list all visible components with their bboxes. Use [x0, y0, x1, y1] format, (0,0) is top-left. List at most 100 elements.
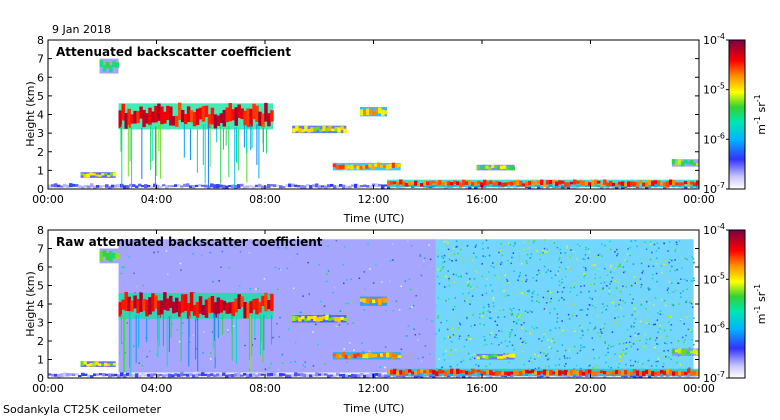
noise-speck [641, 272, 643, 274]
noise-speck [333, 286, 336, 289]
noise-speck [572, 249, 574, 252]
feature-cell [166, 298, 170, 311]
noise-speck [601, 288, 604, 291]
feature-cell [136, 111, 140, 124]
noise-speck [509, 308, 512, 310]
feature-cell [365, 108, 370, 116]
x-tick-label: 20:00 [575, 382, 607, 395]
feature-cell [325, 314, 329, 321]
feature-cell [381, 374, 385, 378]
feature-cell [618, 370, 622, 375]
feature-descending-layer [387, 179, 699, 188]
feature-cloud-23h [671, 348, 699, 356]
noise-speck [350, 278, 352, 281]
noise-speck [671, 282, 673, 284]
noise-speck [679, 363, 681, 366]
noise-speck [532, 292, 534, 295]
noise-speck [522, 351, 524, 353]
feature-cell [630, 371, 634, 375]
noise-speck [602, 327, 605, 329]
noise-speck [668, 261, 670, 264]
noise-speck [454, 305, 456, 308]
noise-speck [517, 319, 520, 321]
feature-cell [237, 372, 241, 377]
feature-cell [63, 372, 67, 377]
feature-cell [121, 299, 125, 310]
noise-speck [589, 322, 591, 324]
feature-cell [270, 372, 274, 377]
noise-speck [655, 250, 658, 252]
feature-cell [366, 374, 370, 378]
noise-speck [617, 366, 620, 369]
noise-speck [474, 246, 477, 248]
noise-speck [528, 246, 531, 249]
feature-cell [207, 297, 212, 314]
noise-speck [509, 312, 511, 315]
noise-speck [501, 254, 503, 257]
noise-speck [531, 292, 534, 294]
noise-speck [136, 285, 138, 288]
noise-speck [580, 344, 582, 347]
feature-cell [120, 372, 124, 377]
feature-cell [195, 184, 199, 187]
feature-low-cloud-10-13h [332, 352, 402, 360]
noise-speck [529, 332, 531, 335]
colorbar-unit: m-1 sr-1 [753, 94, 768, 134]
feature-cell [72, 183, 76, 187]
noise-speck [668, 321, 670, 323]
feature-cell [381, 109, 385, 116]
noise-speck [636, 245, 638, 248]
feature-cell [192, 112, 197, 127]
noise-speck [504, 340, 507, 342]
feature-cell [450, 182, 454, 186]
feature-mid-cloud-9-11h [292, 314, 347, 323]
feature-cell [609, 370, 613, 374]
feature-cell [327, 374, 331, 378]
feature-cell [360, 184, 364, 188]
feature-cell [192, 374, 196, 378]
feature-cell [109, 363, 114, 366]
noise-speck [447, 270, 449, 272]
noise-speck [438, 330, 440, 332]
noise-speck [437, 268, 439, 271]
noise-speck [538, 367, 540, 369]
noise-speck [475, 363, 477, 366]
feature-cell [216, 184, 220, 189]
noise-speck [481, 315, 484, 318]
noise-speck [665, 355, 667, 358]
noise-speck [379, 366, 382, 369]
noise-speck [475, 256, 478, 258]
noise-speck [213, 327, 215, 330]
feature-cell [151, 111, 155, 123]
noise-speck [573, 345, 576, 348]
noise-speck [422, 260, 425, 263]
noise-speck [645, 342, 647, 345]
noise-speck [544, 251, 546, 253]
feature-cell [486, 370, 490, 374]
noise-speck [320, 300, 322, 303]
noise-speck [492, 302, 494, 304]
feature-cell [681, 371, 685, 376]
noise-speck [633, 321, 636, 324]
feature-cell [252, 373, 256, 377]
noise-speck [561, 291, 564, 293]
y-tick-label: 2 [37, 146, 44, 159]
noise-speck [508, 331, 511, 334]
feature-cell [504, 371, 508, 375]
feature-cell [462, 179, 466, 186]
noise-speck [546, 353, 549, 355]
feature-cell [508, 354, 513, 358]
feature-cell [672, 371, 676, 376]
feature-cell [678, 182, 682, 186]
noise-speck [498, 330, 500, 332]
feature-cell [344, 355, 349, 360]
feature-cell [108, 185, 112, 189]
x-tick-label: 00:00 [683, 193, 715, 206]
feature-cell [606, 371, 610, 375]
noise-speck [290, 361, 292, 363]
noise-speck [692, 280, 694, 282]
feature-cell [483, 371, 487, 375]
colorbar-tick-label: 10-6 [703, 131, 725, 146]
feature-cell [633, 186, 637, 189]
feature-cell [402, 181, 406, 187]
